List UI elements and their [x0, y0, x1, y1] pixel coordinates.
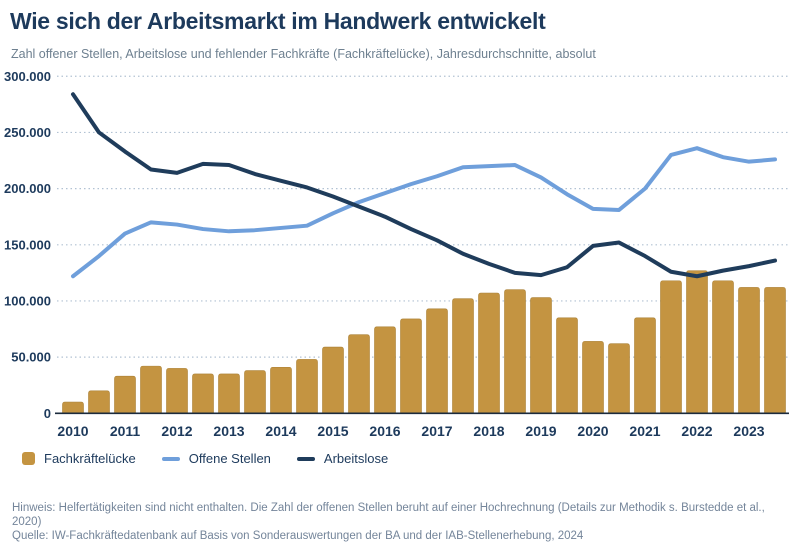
bar-2021-H1: [634, 317, 656, 414]
chart-legend: Fachkräftelücke Offene Stellen Arbeitslo…: [22, 451, 388, 466]
y-tick-label: 0: [44, 406, 51, 421]
y-tick-label: 50.000: [11, 350, 51, 365]
bar-2010-H2: [88, 390, 110, 414]
x-tick-label: 2020: [577, 423, 608, 439]
bar-2015-H1: [322, 346, 344, 414]
line-offene-stellen: [71, 146, 777, 279]
legend-item-fachkraefteluecke: Fachkräftelücke: [22, 451, 136, 466]
bar-2013-H2: [244, 370, 266, 414]
y-tick-label: 100.000: [4, 293, 51, 308]
x-tick-label: 2012: [161, 423, 192, 439]
bar-2014-H2: [296, 359, 318, 414]
bar-2016-H1: [374, 326, 396, 414]
x-tick-label: 2018: [473, 423, 504, 439]
bar-2012-H1: [166, 368, 188, 414]
bar-2017-H2: [452, 298, 474, 414]
x-tick-label: 2021: [629, 423, 660, 439]
offene-stellen-swatch-icon: [161, 456, 180, 461]
bar-2015-H2: [348, 334, 370, 414]
bar-2016-H2: [400, 318, 422, 414]
bar-2018-H2: [504, 289, 526, 414]
x-tick-label: 2017: [421, 423, 452, 439]
bar-2022-H1: [686, 270, 708, 414]
y-tick-label: 250.000: [4, 125, 51, 140]
x-tick-label: 2023: [733, 423, 764, 439]
arbeitslose-swatch-icon: [296, 456, 315, 461]
bar-2014-H1: [270, 366, 292, 414]
page-title: Wie sich der Arbeitsmarkt im Handwerk en…: [10, 8, 546, 34]
footnote-hinweis: Hinweis: Helfertätigkeiten sind nicht en…: [12, 502, 765, 528]
chart-footnotes: Hinweis: Helfertätigkeiten sind nicht en…: [12, 501, 794, 543]
x-tick-label: 2015: [317, 423, 348, 439]
bar-2019-H2: [556, 317, 578, 414]
bar-2023-H2: [764, 287, 786, 414]
chart-subtitle: Zahl offener Stellen, Arbeitslose und fe…: [11, 47, 596, 61]
bar-2010-H1: [62, 401, 84, 414]
x-tick-label: 2014: [265, 423, 296, 439]
x-tick-label: 2010: [57, 423, 88, 439]
y-tick-label: 300.000: [4, 69, 51, 84]
bar-2023-H1: [738, 287, 760, 414]
fachkraefteluecke-swatch-icon: [22, 452, 35, 465]
bar-2022-H2: [712, 280, 734, 414]
bar-2011-H2: [140, 365, 162, 414]
bar-2012-H2: [192, 373, 214, 414]
x-tick-label: 2011: [110, 423, 141, 439]
footnote-quelle: Quelle: IW-Fachkräftedatenbank auf Basis…: [12, 530, 584, 542]
legend-label: Fachkräftelücke: [44, 451, 136, 466]
bar-2021-H2: [660, 280, 682, 414]
x-tick-label: 2022: [681, 423, 712, 439]
legend-item-arbeitslose: Arbeitslose: [296, 451, 389, 466]
x-tick-label: 2013: [213, 423, 244, 439]
legend-label: Arbeitslose: [323, 451, 389, 466]
bar-2011-H1: [114, 375, 136, 414]
legend-item-offene-stellen: Offene Stellen: [161, 451, 271, 466]
bar-2019-H1: [530, 297, 552, 414]
bar-2020-H1: [582, 341, 604, 414]
bar-2020-H2: [608, 343, 630, 414]
bar-2017-H1: [426, 308, 448, 414]
x-tick-label: 2016: [369, 423, 400, 439]
legend-label: Offene Stellen: [188, 451, 271, 466]
y-tick-label: 200.000: [4, 181, 51, 196]
y-tick-label: 150.000: [4, 237, 51, 252]
x-tick-label: 2019: [525, 423, 556, 439]
line-arbeitslose: [71, 92, 777, 279]
bar-2018-H1: [478, 292, 500, 414]
bar-2013-H1: [218, 373, 240, 414]
